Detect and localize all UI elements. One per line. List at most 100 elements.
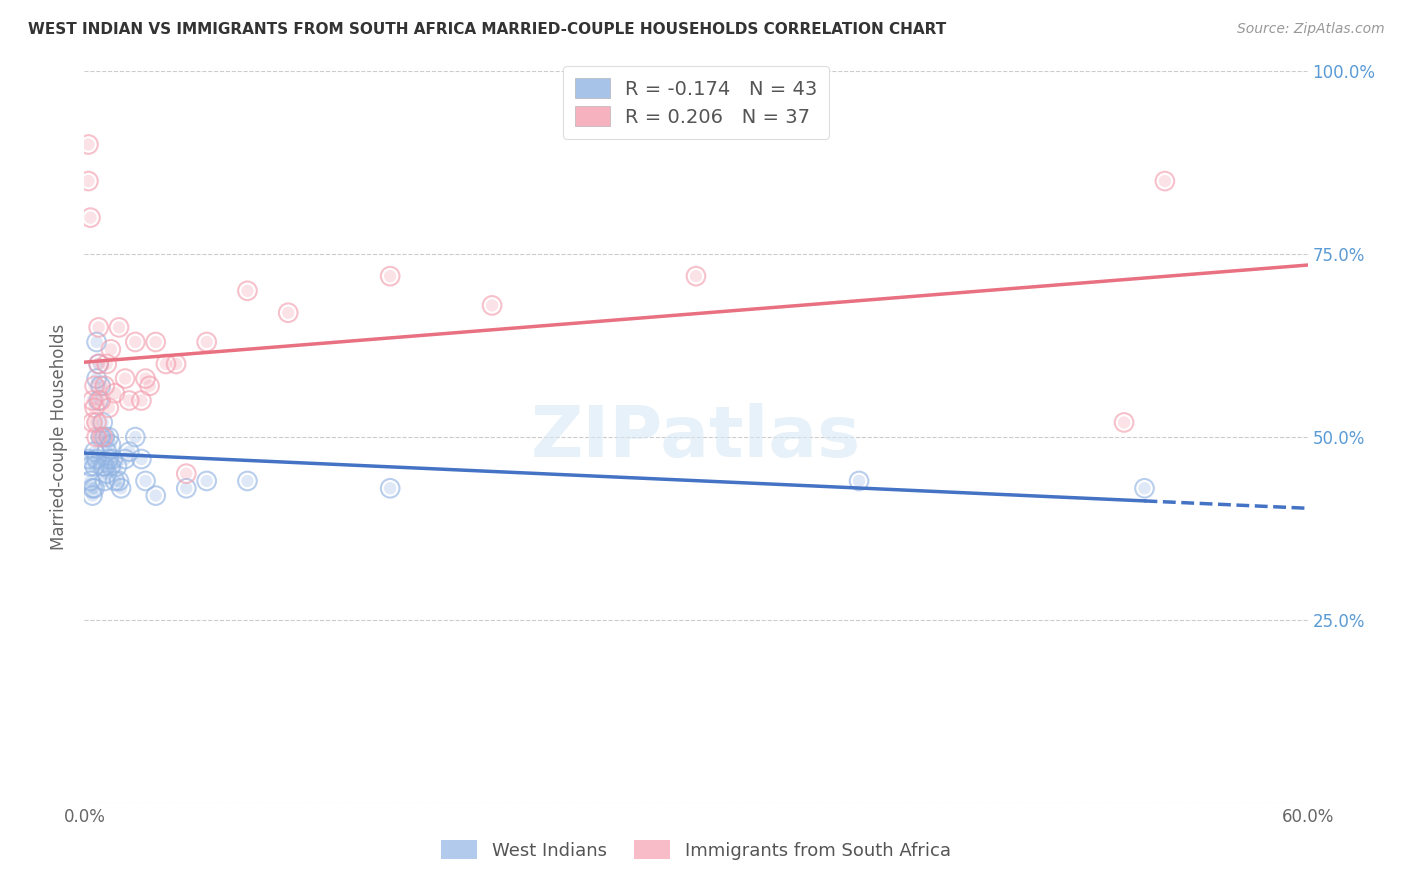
- Point: [91, 459, 114, 474]
- Point: [481, 298, 503, 312]
- Point: [96, 444, 118, 458]
- Point: [93, 379, 115, 393]
- Point: [848, 474, 870, 488]
- Point: [83, 444, 105, 458]
- Point: [110, 481, 132, 495]
- Point: [90, 379, 112, 393]
- Point: [83, 459, 105, 474]
- Point: [86, 334, 108, 349]
- Point: [380, 481, 402, 495]
- Point: [138, 379, 160, 393]
- Point: [79, 474, 101, 488]
- Point: [93, 474, 115, 488]
- Point: [195, 334, 218, 349]
- Point: [277, 306, 299, 320]
- Point: [100, 343, 122, 357]
- Point: [93, 459, 115, 474]
- Point: [87, 357, 110, 371]
- Point: [97, 401, 120, 415]
- Point: [97, 452, 120, 467]
- Point: [165, 357, 187, 371]
- Point: [86, 430, 108, 444]
- Point: [118, 393, 141, 408]
- Point: [83, 401, 105, 415]
- Point: [124, 430, 146, 444]
- Y-axis label: Married-couple Households: Married-couple Households: [51, 324, 69, 550]
- Point: [145, 489, 167, 503]
- Point: [685, 269, 707, 284]
- Point: [195, 474, 218, 488]
- Point: [848, 474, 870, 488]
- Point: [91, 430, 114, 444]
- Point: [97, 401, 120, 415]
- Point: [79, 459, 101, 474]
- Point: [236, 474, 259, 488]
- Point: [82, 481, 104, 495]
- Point: [114, 452, 136, 467]
- Point: [1114, 416, 1136, 430]
- Point: [104, 474, 127, 488]
- Point: [77, 174, 100, 188]
- Point: [1133, 481, 1156, 495]
- Point: [108, 474, 131, 488]
- Point: [195, 474, 218, 488]
- Point: [86, 334, 108, 349]
- Point: [195, 334, 218, 349]
- Point: [101, 452, 124, 467]
- Point: [86, 416, 108, 430]
- Point: [91, 459, 114, 474]
- Point: [108, 474, 131, 488]
- Point: [86, 452, 108, 467]
- Point: [91, 416, 114, 430]
- Point: [93, 459, 115, 474]
- Point: [77, 174, 100, 188]
- Point: [96, 357, 118, 371]
- Point: [82, 393, 104, 408]
- Point: [96, 357, 118, 371]
- Point: [101, 452, 124, 467]
- Point: [104, 386, 127, 401]
- Point: [277, 306, 299, 320]
- Point: [91, 416, 114, 430]
- Point: [100, 437, 122, 451]
- Point: [1114, 416, 1136, 430]
- Point: [1154, 174, 1177, 188]
- Point: [90, 430, 112, 444]
- Point: [97, 430, 120, 444]
- Point: [82, 481, 104, 495]
- Point: [86, 371, 108, 385]
- Point: [1133, 481, 1156, 495]
- Point: [82, 489, 104, 503]
- Point: [82, 416, 104, 430]
- Point: [77, 137, 100, 152]
- Point: [131, 452, 153, 467]
- Point: [100, 343, 122, 357]
- Point: [135, 474, 157, 488]
- Point: [380, 269, 402, 284]
- Point: [82, 489, 104, 503]
- Point: [236, 474, 259, 488]
- Point: [90, 393, 112, 408]
- Point: [110, 481, 132, 495]
- Point: [86, 371, 108, 385]
- Point: [83, 401, 105, 415]
- Point: [90, 379, 112, 393]
- Point: [96, 467, 118, 481]
- Point: [96, 467, 118, 481]
- Point: [86, 430, 108, 444]
- Point: [135, 371, 157, 385]
- Point: [77, 137, 100, 152]
- Point: [135, 371, 157, 385]
- Point: [77, 452, 100, 467]
- Point: [97, 452, 120, 467]
- Point: [380, 269, 402, 284]
- Point: [83, 444, 105, 458]
- Point: [174, 481, 197, 495]
- Point: [90, 393, 112, 408]
- Point: [118, 393, 141, 408]
- Point: [131, 393, 153, 408]
- Point: [1154, 174, 1177, 188]
- Point: [118, 444, 141, 458]
- Point: [93, 430, 115, 444]
- Point: [83, 459, 105, 474]
